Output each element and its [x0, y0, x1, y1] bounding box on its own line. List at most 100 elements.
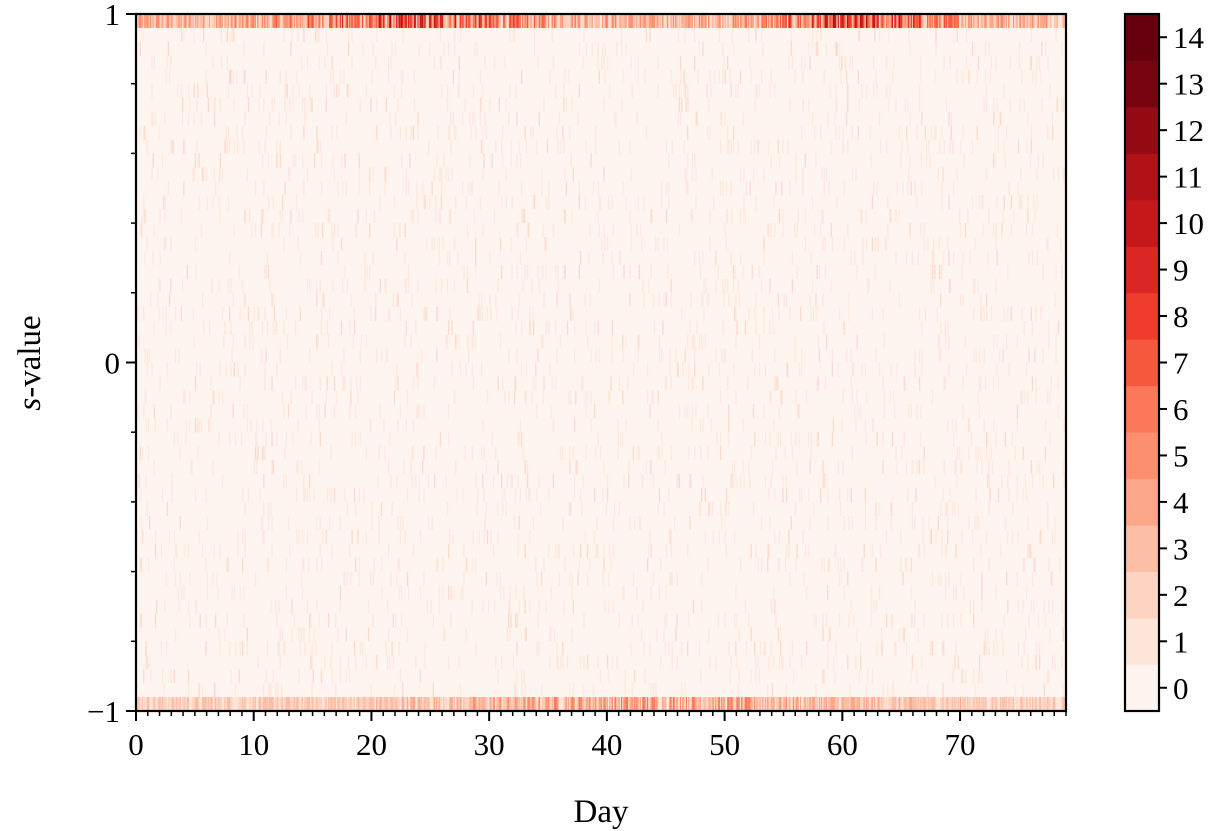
heatmap-cell: [774, 697, 776, 711]
heatmap-cell: [490, 529, 492, 544]
heatmap-cell: [339, 655, 342, 670]
heatmap-cell: [456, 334, 458, 349]
heatmap-cell: [303, 181, 305, 196]
heatmap-cell: [761, 697, 763, 711]
heatmap-cell: [329, 209, 331, 224]
heatmap-cell: [770, 390, 772, 405]
heatmap-cell: [549, 69, 551, 84]
heatmap-cell: [652, 571, 655, 586]
heatmap-cell: [394, 41, 397, 57]
heatmap-cell: [599, 14, 602, 28]
heatmap-cell: [164, 195, 166, 210]
heatmap-cell: [809, 55, 811, 70]
heatmap-cell: [253, 14, 256, 28]
heatmap-cell: [457, 697, 459, 711]
heatmap-cell: [914, 348, 916, 363]
heatmap-cell: [670, 278, 672, 293]
heatmap-cell: [146, 655, 148, 670]
heatmap-cell: [1033, 557, 1035, 572]
heatmap-cell: [418, 487, 420, 503]
heatmap-cell: [961, 14, 963, 28]
heatmap-cell: [724, 348, 726, 363]
heatmap-cell: [590, 390, 592, 405]
heatmap-cell: [844, 55, 847, 70]
heatmap-cell: [819, 697, 822, 711]
heatmap-cell: [274, 14, 277, 28]
heatmap-cell: [663, 237, 665, 252]
heatmap-cell: [327, 334, 330, 349]
heatmap-cell: [943, 139, 945, 154]
heatmap-cell: [467, 14, 470, 28]
heatmap-cell: [520, 669, 523, 684]
heatmap-cell: [823, 181, 825, 196]
heatmap-cell: [1017, 14, 1020, 28]
heatmap-cell: [387, 543, 390, 558]
heatmap-cell: [734, 14, 736, 28]
heatmap-cell: [942, 167, 944, 182]
heatmap-cell: [754, 306, 756, 321]
heatmap-cell: [717, 613, 719, 628]
heatmap-cell: [1010, 223, 1013, 238]
heatmap-cell: [938, 264, 941, 280]
heatmap-cell: [374, 292, 377, 307]
heatmap-cell: [170, 669, 172, 684]
y-axis-label-rest: -value: [12, 315, 48, 397]
heatmap-cell: [864, 501, 867, 517]
heatmap-cell: [482, 418, 484, 433]
heatmap-cell: [1038, 655, 1041, 670]
heatmap-cell: [439, 697, 442, 711]
heatmap-cell: [1058, 14, 1061, 28]
heatmap-cell: [642, 474, 644, 489]
heatmap-cell: [550, 585, 552, 600]
heatmap-cell: [586, 334, 589, 349]
heatmap-cell: [336, 390, 338, 405]
heatmap-cell: [766, 223, 769, 238]
heatmap-cell: [712, 697, 715, 711]
heatmap-cell: [146, 501, 148, 517]
heatmap-cell: [977, 390, 980, 405]
heatmap-cell: [311, 655, 313, 670]
heatmap-cell: [719, 446, 722, 461]
heatmap-cell: [993, 153, 995, 168]
heatmap-cell: [630, 14, 632, 28]
heatmap-cell: [479, 111, 482, 126]
heatmap-cell: [802, 97, 804, 112]
heatmap-cell: [313, 627, 316, 642]
heatmap-cell: [748, 14, 750, 28]
heatmap-cell: [1040, 69, 1042, 84]
heatmap-cell: [671, 655, 674, 670]
heatmap-cell: [914, 14, 916, 28]
heatmap-cell: [831, 14, 834, 28]
heatmap-cell: [721, 515, 723, 530]
heatmap-cell: [253, 460, 256, 475]
heatmap-cell: [497, 697, 499, 711]
heatmap-cell: [443, 41, 445, 57]
heatmap-cell: [696, 697, 698, 711]
heatmap-cell: [218, 390, 220, 405]
heatmap-cell: [578, 14, 581, 28]
heatmap-cell: [633, 515, 636, 530]
heatmap-cell: [608, 599, 610, 614]
heatmap-cell: [602, 41, 604, 57]
heatmap-cell: [823, 669, 825, 684]
heatmap-cell: [227, 697, 230, 711]
heatmap-cell: [709, 501, 711, 517]
heatmap-cell: [658, 292, 661, 307]
heatmap-cell: [653, 697, 656, 711]
heatmap-cell: [610, 557, 612, 572]
heatmap-cell: [782, 655, 784, 670]
heatmap-cell: [446, 83, 449, 98]
heatmap-cell: [1024, 474, 1027, 489]
heatmap-cell: [319, 515, 322, 530]
heatmap-cell: [732, 139, 735, 154]
heatmap-cell: [1051, 571, 1054, 586]
heatmap-cell: [856, 14, 858, 28]
heatmap-cell: [827, 641, 829, 656]
heatmap-cell: [914, 515, 916, 530]
heatmap-cell: [221, 306, 224, 321]
heatmap-cell: [985, 529, 988, 544]
heatmap-cell: [411, 14, 413, 28]
heatmap-cell: [759, 697, 762, 711]
heatmap-cell: [396, 697, 398, 711]
heatmap-cell: [349, 669, 351, 684]
